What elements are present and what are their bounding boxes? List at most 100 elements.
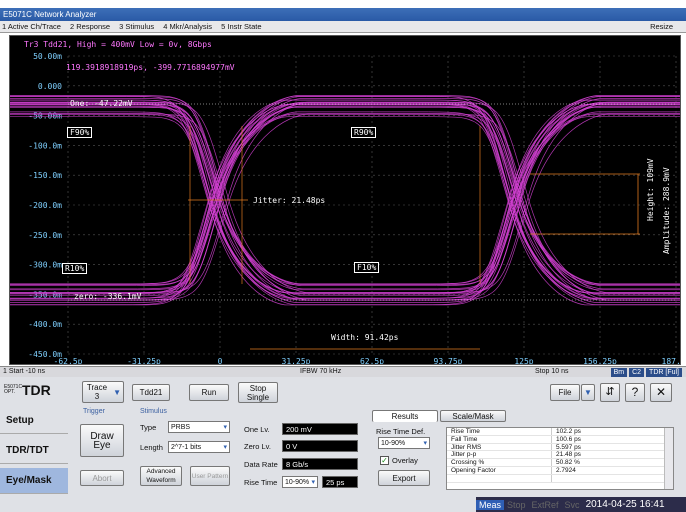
tab-results[interactable]: Results (372, 410, 438, 422)
menu-stimulus[interactable]: 3 Stimulus (119, 22, 155, 31)
y-tick-label: -350.0m (28, 290, 62, 299)
trace-header: Tr3 Tdd21, High = 400mV Low = 0v, 8Gbps (24, 40, 212, 49)
trace-select-button[interactable]: Trace 3 ▼ (82, 381, 124, 403)
run-button[interactable]: Run (189, 384, 229, 401)
advanced-waveform-button[interactable]: Advanced Waveform (140, 466, 182, 486)
results-row: Rise Time 102.2 ps (447, 428, 673, 436)
resize-button[interactable]: Resize (650, 22, 673, 31)
eye-trace-falling (136, 101, 437, 287)
results-metric-name (447, 475, 551, 482)
eye-trace-rising (132, 105, 433, 285)
eye-trace-rising (128, 111, 429, 303)
eye-diagram-svg: 50.00m 0.000 -50.00m -100.0m -150.0m -200.0m -… (10, 52, 681, 365)
eye-trace-falling (448, 101, 680, 293)
results-metric-value: 2.7924 (551, 466, 659, 474)
overlay-checkbox[interactable]: ✓ (380, 456, 389, 465)
eye-trace-falling (438, 106, 680, 299)
data-rate-input[interactable]: 8 Gb/s (282, 458, 358, 470)
results-metric-value: 21.48 ps (551, 451, 659, 458)
trace-parameter-button[interactable]: Tdd21 (132, 384, 170, 401)
eye-diagram-display[interactable]: 50.00m 0.000 -50.00m -100.0m -150.0m -200.0m -… (9, 35, 681, 365)
one-level-input[interactable]: 200 mV (282, 423, 358, 435)
eye-trace-rising (429, 103, 680, 299)
menu-response[interactable]: 2 Response (70, 22, 111, 31)
eye-trace-rising (437, 113, 680, 294)
tdr-control-panel: E5071C OPT. TDR Trace 3 ▼ Tdd21 Run Stop … (0, 377, 686, 512)
zero-level-label-field: Zero Lv. (244, 442, 271, 451)
footer-status-bar: Meas Stop ExtRef Svc 2014-04-25 16:41 (476, 497, 686, 512)
svc-indicator: Svc (564, 499, 580, 510)
chevron-down-icon: ▼ (113, 387, 121, 397)
y-tick-label: -400.0m (28, 320, 62, 329)
eye-trace-rising (426, 95, 680, 305)
results-metric-value: 100.6 ps (551, 435, 659, 443)
menu-instr-state[interactable]: 5 Instr State (221, 22, 262, 31)
eye-trace-falling (437, 113, 680, 294)
tab-scale-mask[interactable]: Scale/Mask (440, 410, 506, 422)
jitter-label: Jitter: 21.48ps (253, 196, 326, 205)
results-row: Fall Time 100.6 ps (447, 435, 673, 444)
results-metric-name: Jitter p-p (451, 451, 477, 459)
type-select[interactable]: PRBS (168, 421, 230, 433)
results-scrollbar[interactable] (664, 428, 673, 489)
y-tick-label: -200.0m (28, 201, 62, 210)
menu-mkr-analysis[interactable]: 4 Mkr/Analysis (163, 22, 213, 31)
eye-trace-falling (436, 101, 680, 287)
eye-trace-falling (140, 95, 441, 291)
eye-trace-falling (148, 101, 449, 293)
eye-trace-falling (426, 95, 680, 305)
results-row: Jitter p-p 21.48 ps (447, 451, 673, 460)
results-metric-value: 5.597 ps (551, 443, 659, 451)
trigger-group-label: Trigger (83, 408, 105, 415)
tab-eye-mask[interactable]: Eye/Mask (0, 468, 68, 494)
eye-trace-rising (438, 106, 680, 299)
updown-icon[interactable]: ⇵ (600, 383, 620, 402)
user-pattern-button[interactable]: User Pattern (190, 466, 230, 486)
results-metric-name: Opening Factor (451, 466, 496, 474)
eye-trace-falling (132, 105, 433, 285)
results-metric-value: 50.82 % (551, 459, 659, 466)
length-label: Length (140, 443, 163, 452)
status-badge-bm: Bm (610, 368, 628, 377)
stop-single-button[interactable]: Stop Single (238, 382, 278, 403)
x-tick-label: -62.5p (54, 357, 83, 365)
eye-trace-falling (440, 95, 680, 291)
export-button[interactable]: Export (378, 470, 430, 486)
length-select[interactable]: 2^7-1 bits (168, 441, 230, 453)
type-label: Type (140, 423, 157, 432)
x-tick-label: 156.25p (583, 357, 617, 365)
y-tick-label: -300.0m (28, 261, 62, 270)
x-tick-label: 93.75p (434, 357, 463, 365)
x-tick-label: -31.25p (127, 357, 161, 365)
overlay-label: Overlay (392, 456, 418, 465)
cursor-readout: 119.3918918919ps, -399.7716894977mV (66, 63, 235, 72)
help-button[interactable]: ? (625, 383, 645, 402)
zero-level-input[interactable]: 0 V (282, 440, 358, 452)
close-button[interactable]: ✕ (650, 383, 672, 402)
draw-eye-button[interactable]: Draw Eye (80, 424, 124, 457)
rise-time-def-select[interactable]: 10-90% (282, 476, 318, 488)
data-rate-label: Data Rate (244, 460, 278, 469)
eye-trace-falling (129, 103, 430, 299)
rise-time-def-results-select[interactable]: 10-90% (378, 437, 430, 449)
results-metric-name: Crossing % (451, 459, 485, 467)
eye-trace-falling (126, 103, 427, 299)
tab-tdr-tdt[interactable]: TDR/TDT (0, 438, 68, 464)
results-metric-name: Fall Time (451, 435, 478, 443)
x-tick-label: 187.5p (662, 357, 681, 365)
tab-setup[interactable]: Setup (0, 408, 68, 434)
file-dropdown-icon[interactable]: ▼ (581, 384, 595, 401)
menu-active-ch[interactable]: 1 Active Ch/Trace (2, 22, 61, 31)
x-tick-label: 125p (514, 357, 533, 365)
y-tick-label: -50.00m (28, 112, 62, 121)
y-tick-label: -250.0m (28, 231, 62, 240)
zero-level-label: zero: -336.1mV (74, 292, 142, 301)
status-row: 1 Start -10 ns IFBW 70 kHz Stop 10 ns Bm… (0, 366, 686, 377)
f10-marker-label: F10% (354, 262, 380, 273)
abort-button[interactable]: Abort (80, 470, 124, 486)
rise-time-input[interactable]: 25 ps (322, 476, 358, 488)
file-button[interactable]: File (550, 384, 580, 401)
one-level-label-field: One Lv. (244, 425, 270, 434)
datetime: 2014-04-25 16:41 (585, 499, 665, 510)
r10-marker-label: R10% (62, 263, 88, 274)
